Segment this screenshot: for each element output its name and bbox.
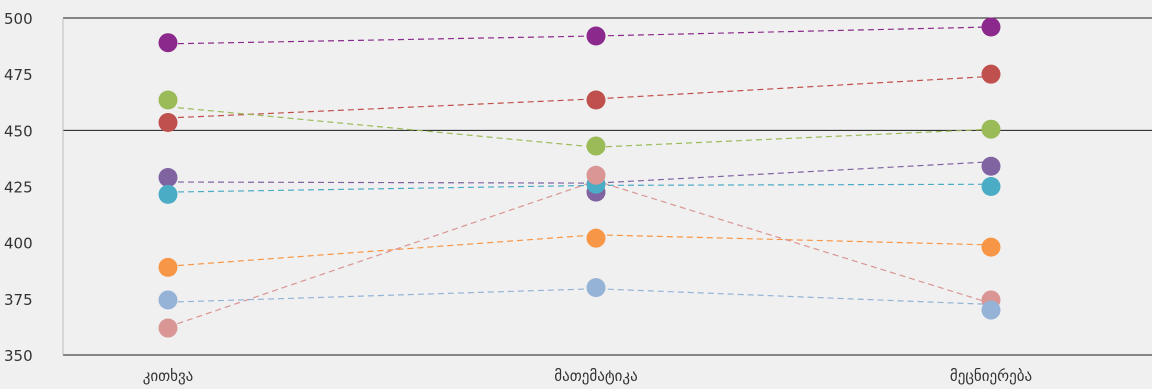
series-1-point — [981, 64, 1001, 84]
series-3-line — [167, 161, 992, 184]
series-3-point — [158, 168, 178, 188]
y-tick-label: 500 — [4, 10, 33, 28]
y-tick-label: 400 — [4, 235, 33, 253]
series-2-point — [981, 119, 1001, 139]
series-4-point — [158, 184, 178, 204]
series-3-point — [981, 156, 1001, 176]
series-0-point — [158, 33, 178, 53]
series-6-point — [586, 165, 606, 185]
series-2-point — [586, 136, 606, 156]
series-1-line — [167, 75, 992, 119]
y-tick-label: 425 — [4, 179, 33, 197]
series-1-point — [586, 90, 606, 110]
series-2-line — [167, 106, 992, 148]
series-points — [158, 17, 1001, 338]
series-4-line — [167, 183, 992, 193]
series-6-point — [158, 318, 178, 338]
series-2-point — [158, 90, 178, 110]
series-6-line — [167, 180, 992, 328]
series-5-line — [167, 234, 992, 267]
y-tick-label: 350 — [4, 347, 33, 365]
series-0-line — [167, 26, 992, 45]
series-lines — [167, 26, 992, 328]
y-tick-label: 375 — [4, 291, 33, 309]
x-tick-label: მათემატიკა — [554, 367, 637, 385]
series-0-point — [981, 17, 1001, 37]
x-tick-label: კითხვა — [143, 367, 194, 385]
series-0-point — [586, 26, 606, 46]
series-7-point — [158, 290, 178, 310]
y-tick-label: 475 — [4, 66, 33, 84]
y-tick-label: 450 — [4, 122, 33, 140]
series-4-point — [981, 177, 1001, 196]
tick-labels: 350 375 400 425 450 475 500 კითხვა მათემატიკა მეც… — [4, 10, 1032, 385]
series-1-point — [158, 112, 178, 132]
series-7-point — [586, 278, 606, 298]
series-5-point — [586, 228, 606, 248]
series-5-point — [158, 257, 178, 277]
series-7-line — [167, 288, 992, 306]
series-7-point — [981, 300, 1001, 320]
series-5-point — [981, 237, 1001, 257]
x-tick-label: მეცნიერება — [950, 367, 1032, 385]
